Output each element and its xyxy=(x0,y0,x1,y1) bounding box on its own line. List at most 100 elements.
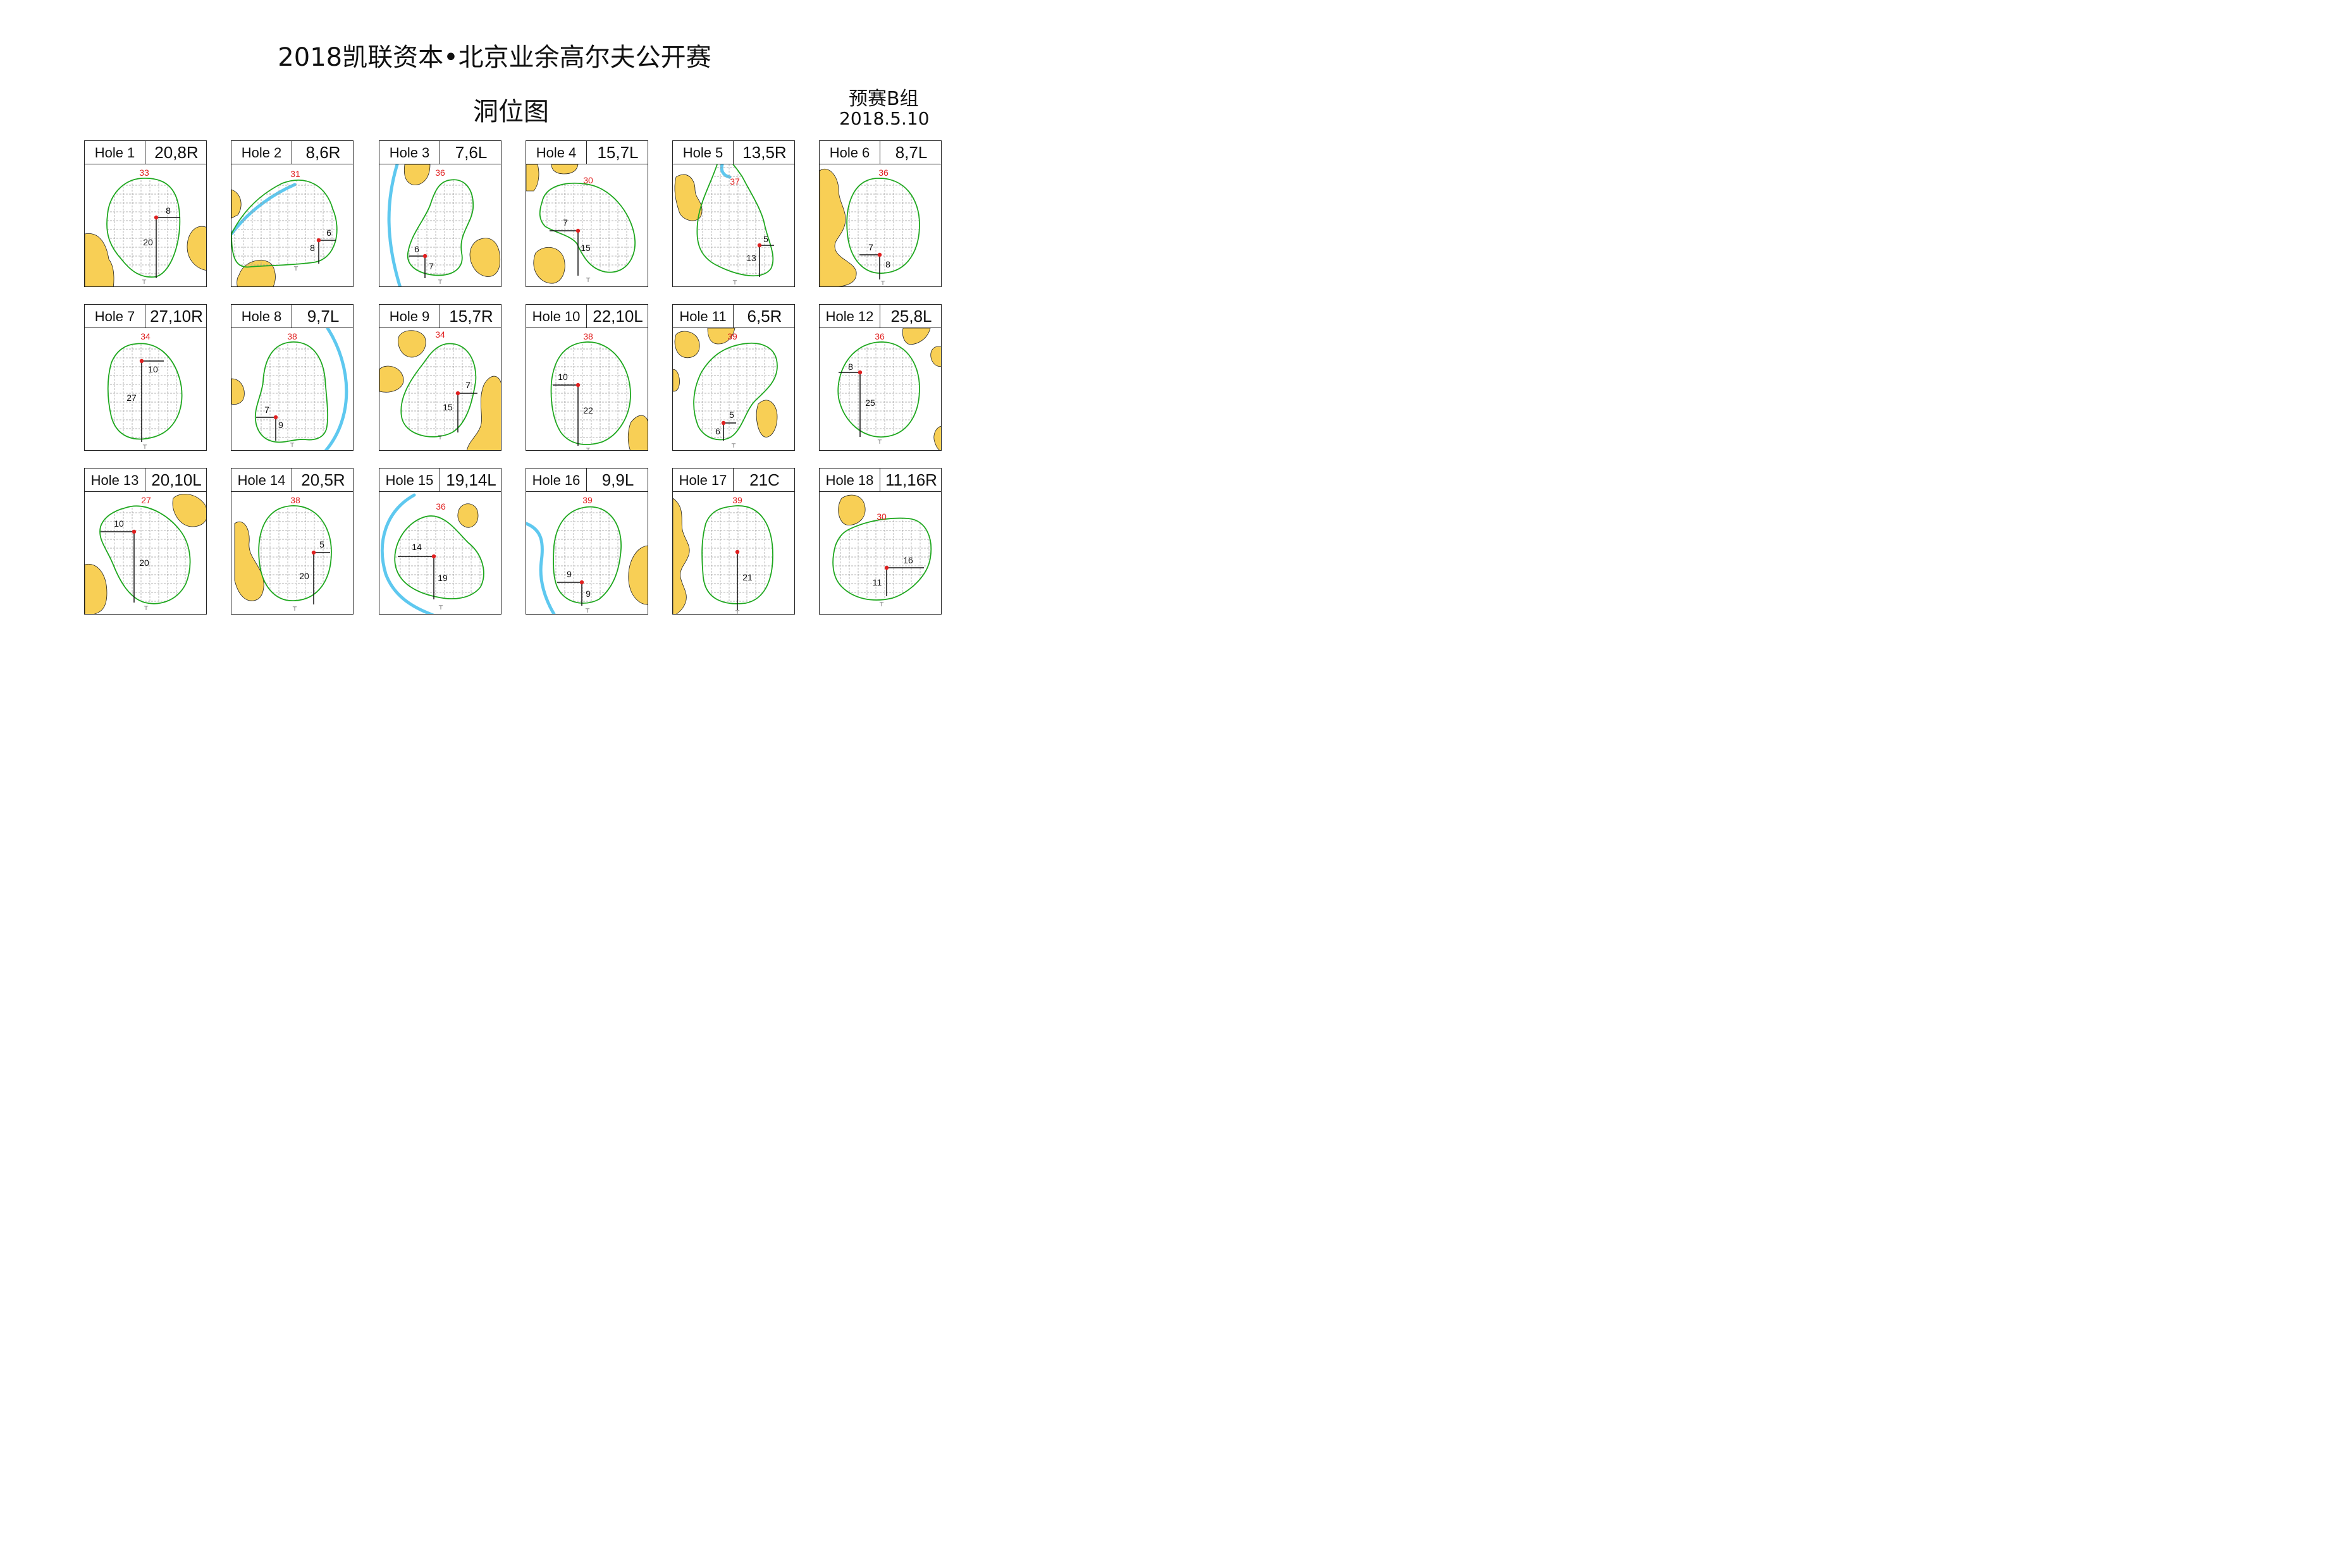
green-depth-label: 34 xyxy=(140,331,151,341)
hole-card-header: Hole 4 15,7L xyxy=(526,141,648,164)
pin-location xyxy=(316,238,321,243)
hole-card: Hole 4 15,7L ⊤ 30 15 7 xyxy=(526,140,648,287)
tee-marker-icon: ⊤ xyxy=(144,606,149,612)
green-depth-label: 34 xyxy=(435,329,445,340)
green-outline xyxy=(106,178,181,278)
pin-position-code: 15,7R xyxy=(449,307,493,326)
green-depth-label: 27 xyxy=(141,495,151,505)
hole-number: Hole 8 xyxy=(231,305,292,328)
green-diagram: ⊤ 39 21 xyxy=(673,495,773,615)
bunker xyxy=(469,238,501,277)
from-side-label: 14 xyxy=(412,542,422,552)
hole-card-header: Hole 12 25,8L xyxy=(820,305,941,328)
hole-card-header: Hole 15 19,14L xyxy=(379,469,501,492)
pin-position-code: 9,9L xyxy=(601,470,634,489)
pin-location xyxy=(884,565,889,570)
green-depth-label: 30 xyxy=(877,511,887,522)
green-diagram: ⊤ 33 20 8 xyxy=(85,168,206,286)
pin-position-code: 8,6R xyxy=(305,143,341,162)
hole-card-header: Hole 6 8,7L xyxy=(820,141,941,164)
pin-location xyxy=(575,228,581,233)
hole-card: Hole 15 19,14L ⊤ 36 19 14 xyxy=(379,468,501,615)
pin-position-code: 27,10R xyxy=(150,307,203,326)
hole-card: Hole 7 27,10R ⊤ 34 27 10 xyxy=(84,304,207,451)
hole-number: Hole 11 xyxy=(673,305,734,328)
pin-location xyxy=(154,215,159,220)
pin-location xyxy=(273,415,278,420)
main-title: 2018凯联资本•北京业余高尔夫公开赛 xyxy=(278,43,711,72)
pin-location xyxy=(735,549,740,554)
from-side-label: 6 xyxy=(414,244,419,254)
from-front-label: 9 xyxy=(586,589,591,599)
bunker xyxy=(820,169,857,286)
bunker xyxy=(398,330,426,358)
hole-number: Hole 5 xyxy=(673,141,734,164)
green-outline xyxy=(407,179,474,276)
pin-location xyxy=(139,358,144,364)
green-outline xyxy=(846,178,920,274)
hole-card-header: Hole 7 27,10R xyxy=(85,305,206,328)
green-grid xyxy=(106,178,180,278)
pin-location xyxy=(579,580,584,585)
hole-number: Hole 17 xyxy=(673,469,734,491)
green-diagram: ⊤ 31 8 6 xyxy=(231,169,338,286)
pin-position-code: 20,8R xyxy=(154,143,199,162)
green-depth-label: 38 xyxy=(290,495,300,505)
hole-number: Hole 10 xyxy=(526,305,587,328)
green-depth-label: 30 xyxy=(583,175,593,185)
tee-marker-icon: ⊤ xyxy=(290,443,295,449)
green-depth-label: 36 xyxy=(878,168,889,178)
bunker xyxy=(551,164,579,175)
pin-position-code: 11,16R xyxy=(885,470,937,489)
green-depth-label: 39 xyxy=(582,495,593,505)
from-front-label: 20 xyxy=(299,571,309,581)
water-hazard xyxy=(720,164,732,179)
bunker xyxy=(674,174,703,221)
from-front-label: 22 xyxy=(583,405,593,415)
from-front-label: 25 xyxy=(865,398,875,408)
tee-marker-icon: ⊤ xyxy=(879,602,884,608)
hole-card: Hole 10 22,10L ⊤ 38 22 10 xyxy=(526,304,648,451)
green-outline xyxy=(696,164,774,277)
green-grid xyxy=(255,341,328,443)
bunker xyxy=(673,498,690,614)
pin-location xyxy=(455,391,460,396)
from-front-label: 11 xyxy=(873,577,882,587)
tee-marker-icon: ⊤ xyxy=(142,444,147,451)
hole-card-header: Hole 17 21C xyxy=(673,469,794,492)
green-depth-label: 38 xyxy=(287,331,297,341)
from-side-label: 5 xyxy=(729,410,734,420)
hole-card-header: Hole 3 7,6L xyxy=(379,141,501,164)
hole-card-header: Hole 11 6,5R xyxy=(673,305,794,328)
water-hazard xyxy=(380,493,434,614)
from-front-label: 8 xyxy=(310,243,315,253)
bunker xyxy=(457,503,479,528)
hole-card: Hole 14 20,5R ⊤ 38 20 5 xyxy=(231,468,354,615)
from-side-label: 7 xyxy=(563,217,568,228)
tee-marker-icon: ⊤ xyxy=(880,281,885,287)
bunker xyxy=(172,494,206,527)
hole-card-header: Hole 18 11,16R xyxy=(820,469,941,492)
bunker xyxy=(85,233,114,286)
green-depth-label: 37 xyxy=(730,176,740,187)
tee-marker-icon: ⊤ xyxy=(438,279,443,286)
bunker xyxy=(628,545,648,605)
tee-marker-icon: ⊤ xyxy=(735,610,740,615)
pin-location xyxy=(431,554,436,559)
from-front-label: 19 xyxy=(438,573,448,583)
green-grid xyxy=(833,518,932,600)
from-side-label: 8 xyxy=(848,362,853,372)
green-diagram: ⊤ 37 13 5 xyxy=(674,164,774,286)
pin-position-code: 22,10L xyxy=(593,307,643,326)
hole-number: Hole 12 xyxy=(820,305,880,328)
hole-number: Hole 16 xyxy=(526,469,587,491)
green-diagram: ⊤ 36 25 8 xyxy=(837,328,941,450)
sub-title: 洞位图 xyxy=(473,97,549,126)
bunker xyxy=(403,164,431,185)
green-depth-label: 36 xyxy=(436,501,446,511)
from-side-label: 7 xyxy=(868,242,873,252)
bunker xyxy=(933,426,941,450)
hole-card-header: Hole 10 22,10L xyxy=(526,305,648,328)
green-outline xyxy=(107,343,183,440)
from-front-label: 27 xyxy=(126,393,137,403)
